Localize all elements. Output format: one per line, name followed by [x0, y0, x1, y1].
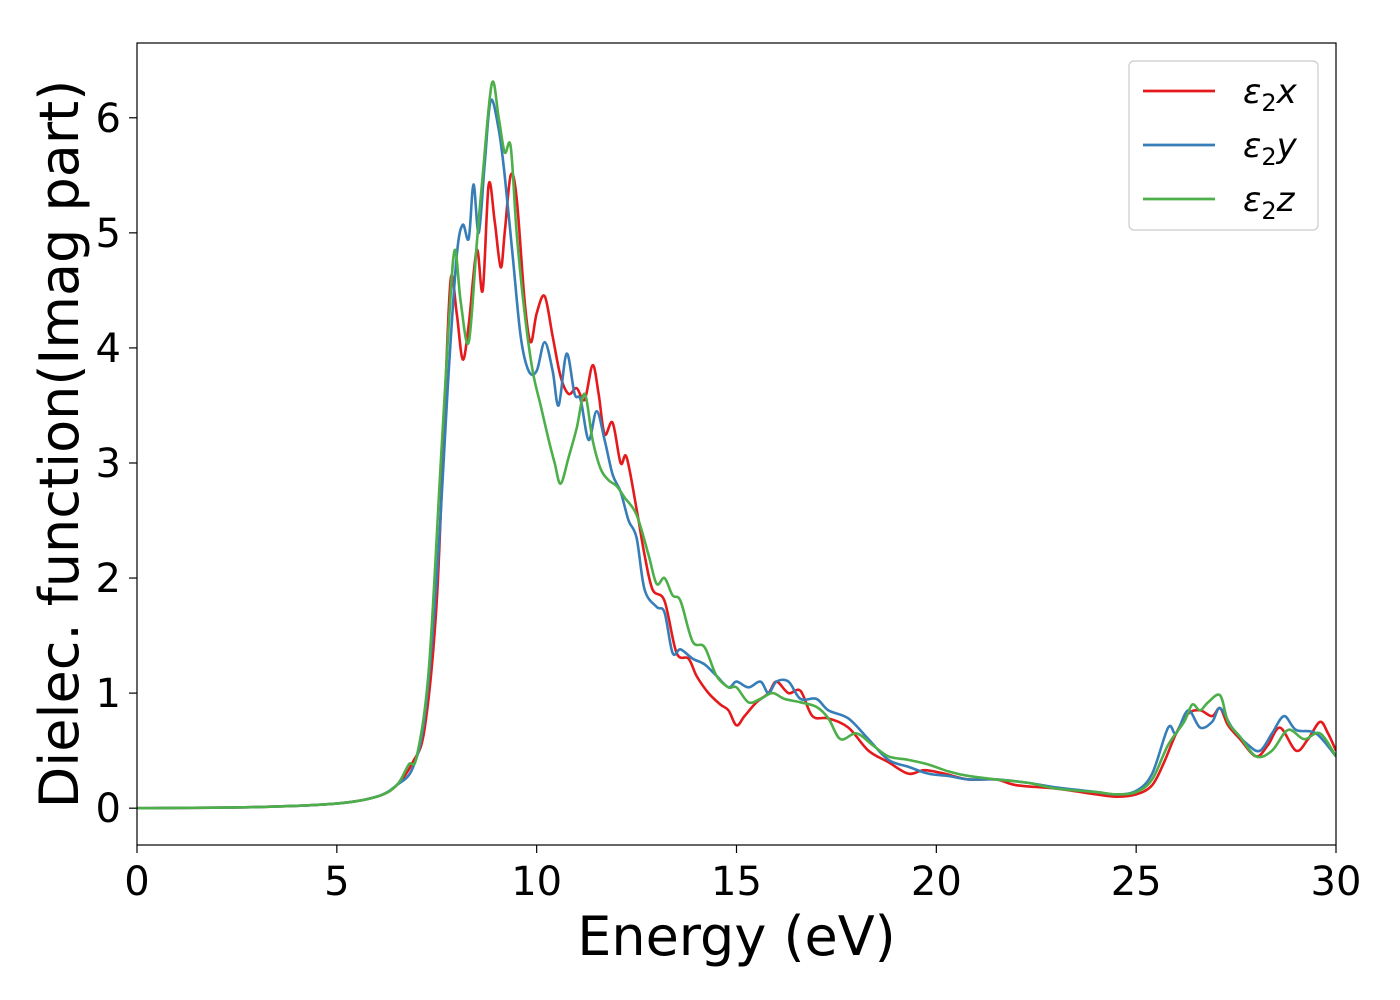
y-axis: 0 1 2 3 4 5 6: [96, 96, 137, 832]
x-axis: 0 5 10 15 20 25 30: [124, 845, 1361, 905]
legend-label: ε2z: [1243, 180, 1296, 225]
series-line-y: [137, 98, 1336, 810]
x-tick-label: 25: [1111, 859, 1162, 905]
x-tick-label: 30: [1311, 859, 1362, 905]
legend: ε2x ε2y ε2z: [1128, 60, 1319, 231]
x-tick-label: 5: [324, 859, 349, 905]
y-tick-label: 6: [96, 96, 121, 142]
y-tick-label: 1: [96, 671, 121, 717]
x-tick-label: 0: [124, 859, 149, 905]
y-tick-label: 5: [96, 211, 121, 257]
x-tick-label: 15: [711, 859, 762, 905]
x-tick-label: 20: [911, 859, 962, 905]
y-tick-label: 0: [96, 786, 121, 832]
series-layer: [137, 80, 1336, 810]
y-tick-label: 3: [96, 441, 121, 487]
y-tick-label: 2: [96, 556, 121, 602]
legend-label: ε2x: [1243, 72, 1298, 117]
y-tick-label: 4: [96, 326, 121, 372]
x-tick-label: 10: [511, 859, 562, 905]
series-line-z: [137, 80, 1336, 810]
legend-box: [1128, 60, 1319, 231]
x-axis-title: Energy (eV): [577, 905, 896, 968]
y-axis-title: Dielec. function(Imag part): [28, 80, 91, 809]
legend-label: ε2y: [1243, 126, 1298, 171]
